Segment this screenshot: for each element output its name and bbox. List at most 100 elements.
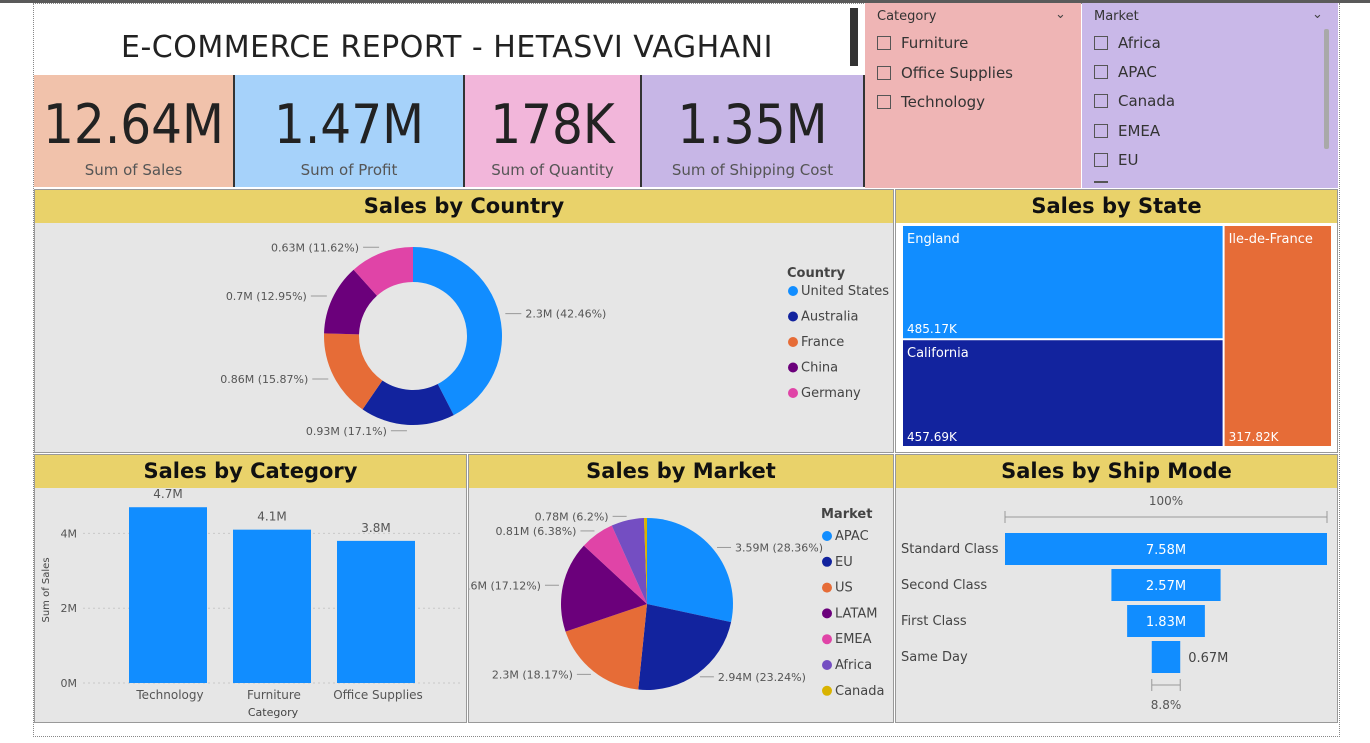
bar-data-label: 3.8M [361,521,390,535]
report-title-box: E-COMMERCE REPORT - HETASVI VAGHANI [34,8,860,74]
legend-entry: Canada [835,684,884,699]
chart-title: Sales by Market [469,455,893,488]
y-tick-label: 2M [61,602,78,615]
y-tick-label: 0M [61,677,78,690]
checkbox[interactable] [1094,94,1108,108]
checkbox[interactable] [1094,153,1108,167]
x-tick-label: Technology [135,688,203,702]
data-label: 2.16M (17.12%) [469,579,541,592]
market-slicer[interactable]: Market ⌄ Africa APAC Canada EMEA EU [1082,3,1338,188]
data-label: 2.3M (42.46%) [525,308,606,321]
data-label: 2.94M (23.24%) [718,671,806,684]
legend-entry: United States [801,284,889,299]
legend-entry: US [835,581,853,596]
market-slicer-title: Market [1094,9,1139,24]
funnel-bar-same-day [1151,641,1181,673]
slicer-scrollbar[interactable] [1324,29,1329,149]
legend-entry: EMEA [835,632,872,647]
legend-marker [822,608,832,619]
kpi-value: 1.47M [273,93,425,156]
legend-marker [788,388,798,398]
bar-technology [129,507,207,683]
state-treemap: England 485.17K California 457.69K Ile-de-Fr… [903,226,1331,446]
legend-entry: EU [835,555,853,570]
checkbox[interactable] [1094,124,1108,138]
market-option-eu[interactable]: EU [1094,151,1138,169]
bar-data-label: 4.1M [257,510,286,524]
legend-marker [788,311,798,322]
treemap-label: Ile-de-France [1229,232,1313,247]
x-tick-label: Furniture [247,688,301,702]
kpi-value: 1.35M [677,93,828,156]
chart-title: Sales by State [896,190,1337,223]
market-option-apac[interactable]: APAC [1094,63,1157,81]
top-border [0,0,1370,3]
pie-slice-latam [561,545,647,632]
y-axis-label: Sum of Sales [41,557,52,622]
chart-title: Sales by Ship Mode [896,455,1337,488]
data-label: 3.59M (28.36%) [735,541,823,554]
chart-title: Sales by Country [35,190,893,223]
option-label: EMEA [1118,122,1161,140]
country-donut-chart: 2.3M (42.46%) 0.93M (17.1%) 0.86M (15.87%)… [220,241,889,438]
data-label: 0.81M (6.38%) [495,525,576,538]
checkbox[interactable] [1094,65,1108,79]
data-label: 0.86M (15.87%) [220,373,308,386]
category-bar-chart: 0M 2M 4M 4.7M Technology 4.1M Furniture 3.8M Off… [41,488,460,719]
checkbox[interactable] [877,36,891,50]
legend-entry: APAC [835,529,869,544]
legend-marker [822,634,832,645]
kpi-value: 12.64M [43,93,224,156]
market-pie-chart: 3.59M (28.36%) 2.94M (23.24%) 2.3M (18.17%… [469,507,884,699]
checkbox[interactable] [877,95,891,109]
legend-marker [788,337,798,347]
donut-slice-china [324,269,377,335]
legend-marker [822,582,832,593]
market-option-africa[interactable]: Africa [1094,34,1161,52]
legend-marker [788,362,798,373]
kpi-card-shipping-cost: 1.35M Sum of Shipping Cost [642,75,865,187]
category-option-furniture[interactable]: Furniture [877,34,968,52]
funnel-category-label: Standard Class [901,542,999,557]
kpi-value: 178K [490,93,615,156]
legend-marker [788,286,798,296]
option-label: Canada [1118,92,1176,110]
category-panel: Sales by Category 0M 2M 4M 4.7M Technology 4.… [34,454,467,723]
treemap-value: 317.82K [1229,430,1280,444]
chevron-down-icon[interactable]: ⌄ [1312,7,1323,22]
category-slicer[interactable]: Category ⌄ Furniture Office Supplies Tec… [865,3,1081,188]
kpi-label: Sum of Profit [300,161,398,179]
checkbox[interactable] [877,66,891,80]
funnel-bar-second-class [1111,569,1221,601]
category-option-office-supplies[interactable]: Office Supplies [877,64,1013,82]
bar-furniture [233,529,311,683]
data-label: 2.3M (18.17%) [492,668,573,681]
legend-entry: Africa [835,658,872,673]
legend-marker [822,685,832,696]
category-option-technology[interactable]: Technology [877,93,985,111]
legend-entry: Australia [801,310,859,325]
option-label: APAC [1118,63,1157,81]
treemap-value: 485.17K [907,322,958,336]
checkbox[interactable] [1094,36,1108,50]
funnel-data-label: 0.67M [1188,651,1228,666]
legend-entry: China [801,361,838,376]
kpi-card-quantity: 178K Sum of Quantity [465,75,642,187]
x-tick-label: Office Supplies [333,688,423,702]
legend-entry: Germany [801,386,861,401]
funnel-data-label: 1.83M [1146,615,1186,630]
kpi-label: Sum of Sales [84,161,183,179]
market-option-emea[interactable]: EMEA [1094,122,1160,140]
market-option-canada[interactable]: Canada [1094,92,1175,110]
donut-slice-australia [362,380,454,425]
legend-marker [822,531,832,541]
donut-slice-germany [353,247,413,296]
chevron-down-icon[interactable]: ⌄ [1055,7,1066,22]
chart-title: Sales by Category [35,455,466,488]
pie-slice-emea [583,525,647,604]
funnel-data-label: 2.57M [1146,579,1186,594]
kpi-label: Sum of Quantity [491,161,614,179]
legend-entry: LATAM [835,606,877,621]
funnel-category-label: First Class [901,614,967,629]
y-tick-label: 4M [61,527,78,540]
